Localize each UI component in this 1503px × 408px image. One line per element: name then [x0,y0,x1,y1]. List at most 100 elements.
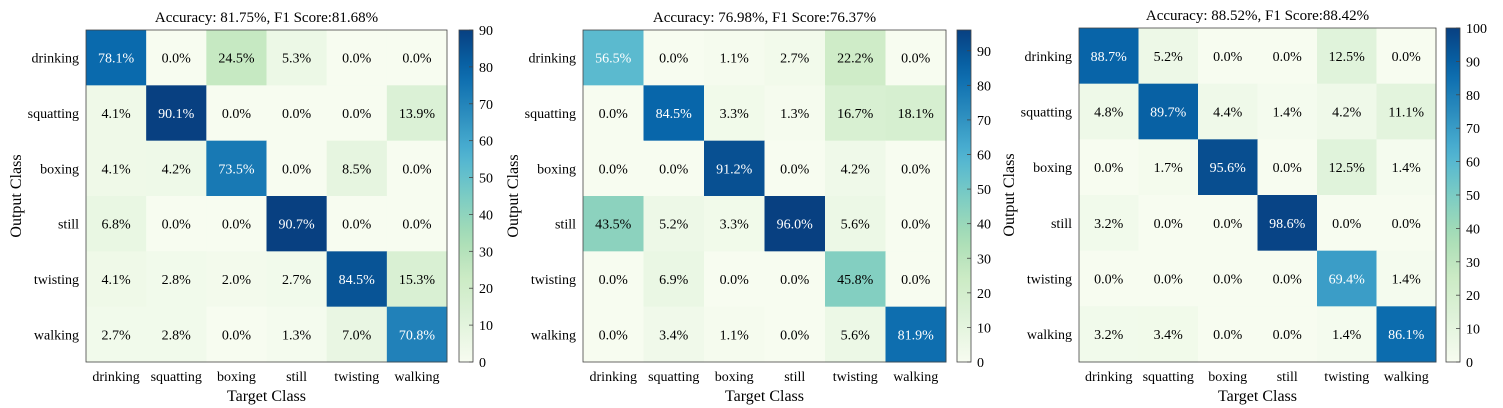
x-tick-label: boxing [1208,370,1247,385]
cell-value-label: 3.4% [1154,328,1184,343]
cell-value-label: 1.4% [1273,106,1303,121]
y-tick-label: twisting [34,273,79,288]
cell-value-label: 0.0% [222,328,252,343]
cell-value-label: 1.3% [282,328,312,343]
heatmap-cell [1376,28,1437,85]
heatmap-cell [1079,195,1139,252]
heatmap-cell [885,30,947,86]
heatmap-cell [885,140,947,197]
colorbar [956,29,972,363]
y-tick-label: drinking [1025,50,1072,65]
heatmap-cell [825,30,886,86]
cell-value-label: 0.0% [659,52,689,67]
cell-value-label: 4.8% [1094,106,1124,121]
cell-value-label: 86.1% [1388,328,1425,343]
x-tick-label: walking [893,370,938,385]
colorbar-tick-label: 60 [977,149,991,164]
cell-value-label: 2.8% [162,328,192,343]
x-axis-label: Target Class [1218,388,1297,405]
heatmap-cell [1198,250,1258,307]
x-tick-label: squatting [648,370,699,385]
cell-value-label: 4.2% [841,162,871,177]
heatmap-cell [704,306,765,363]
cell-value-label: 18.1% [898,107,935,122]
colorbar-tick-label: 40 [1466,222,1480,237]
cell-value-label: 15.3% [399,273,436,288]
cell-value-label: 0.0% [162,52,192,67]
colorbar-tick-label: 80 [479,61,493,76]
cell-value-label: 1.4% [1332,328,1362,343]
x-tick-label: still [784,370,805,385]
heatmap-cell [643,30,705,86]
cell-value-label: 2.0% [222,273,252,288]
confusion-matrix-c: 88.7% 5.2% 0.0% 0.0% 12.5% 0.0% 4.8% 89.7% 4.4% 1… [1001,8,1487,405]
cell-value-label: 0.0% [1154,273,1184,288]
cell-value-label: 0.0% [901,162,931,177]
cell-value-label: 0.0% [599,107,629,122]
colorbar-tick-label: 70 [479,98,493,113]
cell-value-label: 0.0% [901,273,931,288]
heatmap-cell [1317,83,1377,140]
heatmap-cell [764,85,826,142]
heatmap-cell [146,251,207,308]
heatmap-cell [643,140,705,197]
heatmap-cell [386,140,448,197]
cell-value-label: 0.0% [402,162,432,177]
cell-value-label: 3.2% [1094,217,1124,232]
heatmap-cell [1317,28,1377,85]
colorbar-tick-label: 0 [977,356,984,371]
colorbar-tick-label: 30 [479,245,493,260]
confusion-matrix-b: 56.5% 0.0% 1.1% 2.7% 22.2% 0.0% 0.0% 84.5% 3.3% 1… [505,10,991,405]
cell-value-label: 84.5% [339,273,376,288]
heatmap-cell [1079,139,1139,196]
cell-value-label: 8.5% [342,162,372,177]
cell-value-label: 3.3% [720,107,750,122]
heatmap-cell [86,251,147,308]
heatmap-cell [1257,195,1318,252]
heatmap-cell [1138,195,1199,252]
cell-value-label: 96.0% [777,218,814,233]
heatmap-cell [704,85,765,142]
cell-value-label: 91.2% [716,162,753,177]
heatmap-cell [266,251,328,308]
cell-value-label: 0.0% [1392,217,1422,232]
heatmap-cell [1198,83,1258,140]
cell-value-label: 4.2% [1332,106,1362,121]
colorbar-tick-label: 60 [1466,156,1480,171]
heatmap-cell [1376,139,1437,196]
heatmap-cell [326,196,388,252]
heatmap-cell [386,85,448,142]
heatmap-cell [1376,83,1437,140]
cell-value-label: 0.0% [720,273,750,288]
y-tick-label: walking [1027,328,1072,343]
chart-title: Accuracy: 88.52%, F1 Score:88.42% [1146,8,1369,24]
x-tick-label: squatting [151,370,202,385]
y-tick-label: boxing [40,162,79,177]
heatmap-cell [326,140,388,197]
cell-value-label: 0.0% [599,273,629,288]
heatmap-cell [266,196,328,252]
y-axis-label: Output Class [8,154,25,237]
y-axis-label: Output Class [505,154,522,237]
colorbar-tick-label: 40 [479,208,493,223]
heatmap-cell [206,140,267,197]
heatmap-cell [266,306,328,363]
y-tick-label: boxing [1033,161,1072,176]
cell-value-label: 0.0% [1213,217,1243,232]
colorbar-tick-label: 0 [479,356,486,371]
heatmap-cell [885,196,947,252]
colorbar-tick-label: 100 [1466,22,1487,37]
heatmap-cell [386,30,448,86]
colorbar-tick-label: 30 [977,252,991,267]
cell-value-label: 0.0% [402,218,432,233]
heatmap-cell [885,306,947,363]
y-tick-label: squatting [1021,106,1072,121]
x-axis-label: Target Class [227,388,306,405]
cell-value-label: 73.5% [218,162,255,177]
heatmap-cell [583,140,644,197]
heatmap-cell [825,196,886,252]
cell-value-label: 0.0% [1273,161,1303,176]
chart-title: Accuracy: 81.75%, F1 Score:81.68% [155,10,378,26]
colorbar-tick-label: 60 [479,135,493,150]
heatmap-cell [86,85,147,142]
